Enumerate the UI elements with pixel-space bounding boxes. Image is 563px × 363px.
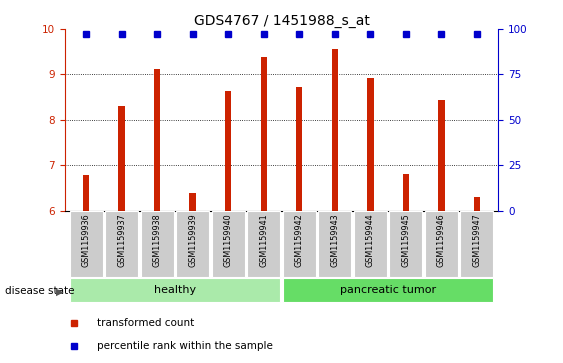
- Text: disease state: disease state: [5, 286, 74, 296]
- Bar: [354, 211, 387, 277]
- Bar: [247, 211, 280, 277]
- Bar: [390, 211, 422, 277]
- Text: ▶: ▶: [56, 287, 64, 297]
- Bar: [461, 211, 493, 277]
- Text: GSM1159940: GSM1159940: [224, 213, 233, 267]
- Bar: [83, 175, 90, 211]
- Bar: [225, 91, 231, 211]
- Text: percentile rank within the sample: percentile rank within the sample: [97, 341, 272, 351]
- Bar: [70, 278, 280, 302]
- Bar: [425, 211, 458, 277]
- Bar: [70, 211, 102, 277]
- Text: transformed count: transformed count: [97, 318, 194, 327]
- Bar: [176, 211, 209, 277]
- Bar: [212, 211, 245, 277]
- Bar: [283, 211, 316, 277]
- Bar: [154, 69, 160, 211]
- Bar: [118, 106, 125, 211]
- Bar: [473, 197, 480, 211]
- Title: GDS4767 / 1451988_s_at: GDS4767 / 1451988_s_at: [194, 14, 369, 28]
- Bar: [367, 78, 373, 211]
- Text: GSM1159946: GSM1159946: [437, 213, 446, 267]
- Text: GSM1159936: GSM1159936: [82, 213, 91, 267]
- Text: GSM1159943: GSM1159943: [330, 213, 339, 267]
- Text: pancreatic tumor: pancreatic tumor: [340, 285, 436, 295]
- Text: GSM1159939: GSM1159939: [188, 213, 197, 267]
- Text: GSM1159944: GSM1159944: [366, 213, 375, 267]
- Bar: [105, 211, 138, 277]
- Text: GSM1159937: GSM1159937: [117, 213, 126, 267]
- Bar: [438, 100, 445, 211]
- Bar: [283, 278, 493, 302]
- Bar: [332, 49, 338, 211]
- Bar: [261, 57, 267, 211]
- Text: GSM1159947: GSM1159947: [472, 213, 481, 267]
- Bar: [318, 211, 351, 277]
- Text: GSM1159945: GSM1159945: [401, 213, 410, 267]
- Bar: [296, 87, 302, 211]
- Bar: [403, 174, 409, 211]
- Bar: [141, 211, 173, 277]
- Text: GSM1159942: GSM1159942: [295, 213, 304, 267]
- Text: GSM1159938: GSM1159938: [153, 213, 162, 267]
- Text: GSM1159941: GSM1159941: [259, 213, 268, 267]
- Text: healthy: healthy: [154, 285, 196, 295]
- Bar: [190, 193, 196, 211]
